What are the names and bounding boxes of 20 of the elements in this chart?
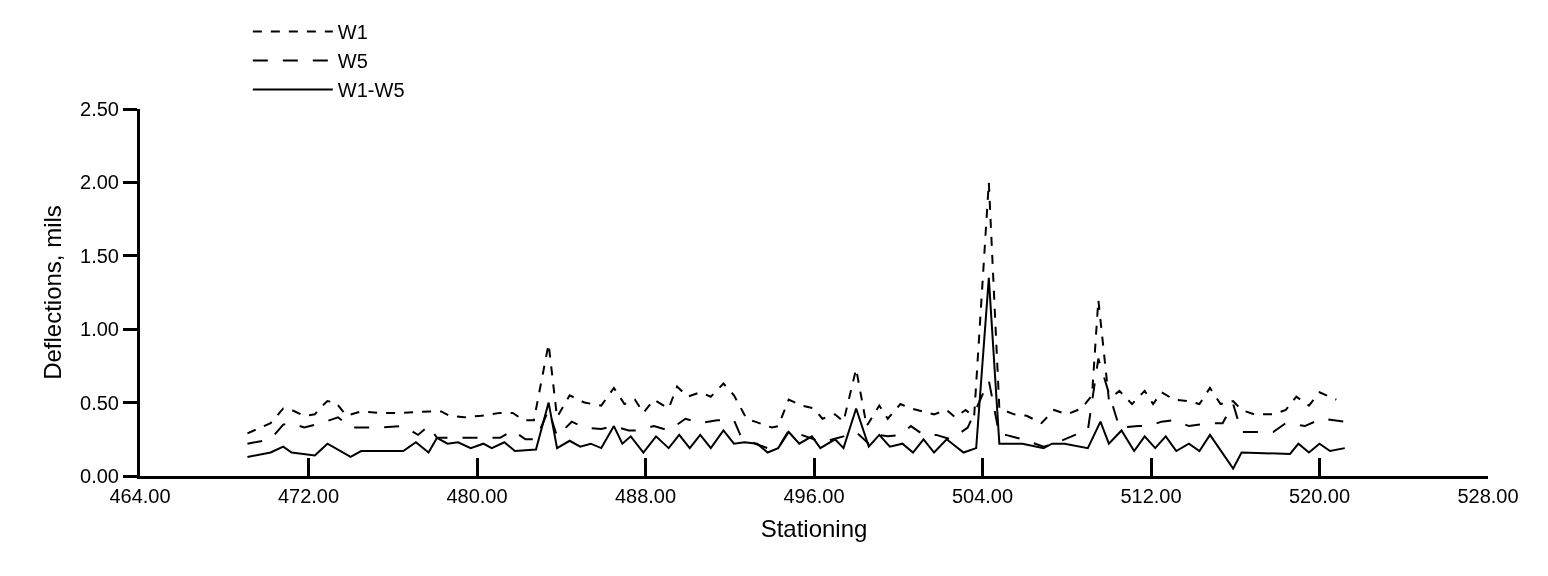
x-tick-label: 504.00 xyxy=(951,485,1014,507)
x-tick-label: 464.00 xyxy=(109,485,171,507)
x-tick-label: 520.00 xyxy=(1288,485,1351,507)
x-tick-label: 528.00 xyxy=(1457,485,1519,507)
y-tick-label: 2.50 xyxy=(80,98,119,120)
y-tick-label: 2.00 xyxy=(80,171,119,194)
x-tick-label: 488.00 xyxy=(614,485,677,507)
y-tick-label: 0.50 xyxy=(80,391,119,414)
x-axis-title: Stationing xyxy=(760,515,868,543)
x-tick-label: 472.00 xyxy=(277,485,340,507)
x-tick-label: 512.00 xyxy=(1120,485,1182,507)
y-tick-label: 0.00 xyxy=(80,465,119,487)
legend-label: W5 xyxy=(337,50,368,73)
x-tick-label: 496.00 xyxy=(783,485,845,507)
y-axis-title: Deflections, mils xyxy=(39,205,67,380)
legend-label: W1 xyxy=(337,21,368,44)
x-tick-label: 480.00 xyxy=(446,485,508,507)
y-tick-label: 1.50 xyxy=(80,244,119,267)
legend-label: W1-W5 xyxy=(337,79,405,102)
y-tick-label: 1.00 xyxy=(80,318,119,341)
